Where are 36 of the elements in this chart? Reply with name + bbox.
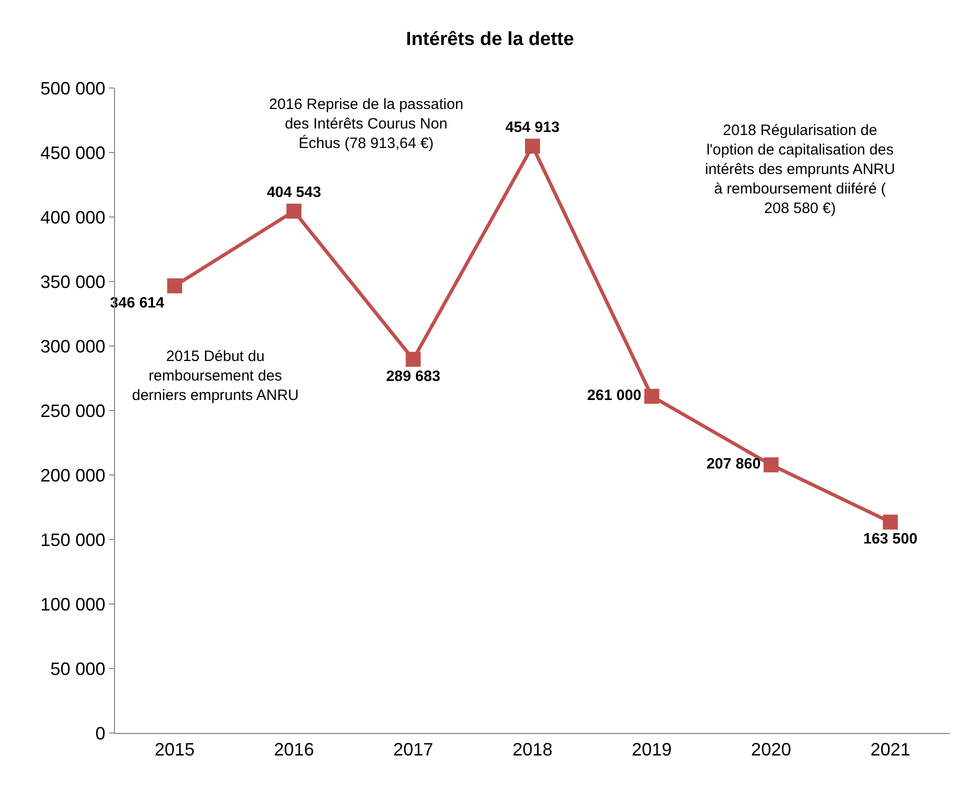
- point: [167, 278, 182, 294]
- data-label: 261 000: [587, 387, 642, 404]
- y-tick-label: 100 000: [40, 594, 106, 614]
- y-tick-label: 300 000: [40, 336, 106, 356]
- x-tick-label: 2020: [751, 740, 792, 760]
- x-tick-label: 2015: [154, 740, 195, 760]
- y-tick-label: 0: [95, 723, 106, 744]
- annotation: 2016 Reprise de la passation des Intérêts Courus Non Échus (78 913,64 €): [269, 96, 464, 152]
- chart-title: Intérêts de la dette: [406, 28, 574, 50]
- point: [406, 352, 421, 367]
- y-tick-label: 50 000: [50, 658, 106, 679]
- x-tick-label: 2018: [512, 740, 553, 760]
- x-tick-label: 2021: [870, 740, 910, 760]
- y-tick-label: 350 000: [40, 272, 106, 292]
- x-tick-label: 2016: [274, 740, 314, 760]
- y-tick-label: 500 000: [40, 78, 106, 98]
- data-label: 289 683: [386, 368, 440, 385]
- x-tick-label: 2017: [393, 740, 434, 760]
- data-label: 454 913: [505, 119, 560, 136]
- data-label: 346 614: [110, 294, 165, 312]
- point: [882, 514, 898, 530]
- point: [764, 457, 779, 472]
- x-tick-label: 2019: [632, 740, 672, 760]
- data-label: 207 860: [706, 456, 761, 473]
- y-tick-label: 150 000: [40, 530, 106, 550]
- point: [286, 204, 302, 219]
- y-tick-label: 200 000: [40, 465, 106, 486]
- data-label: 163 500: [863, 530, 918, 548]
- annotation: 2015 Début du remboursement des derniers emprunts ANRU: [132, 348, 299, 404]
- annotation: 2018 Régularisation de l'option de capitalisation des intérêts des emprunts ANRU à remboursement diiféré ( 208 580 €): [705, 122, 896, 217]
- y-tick-label: 400 000: [40, 207, 106, 228]
- point: [644, 388, 660, 404]
- point: [525, 138, 540, 154]
- y-tick-label: 250 000: [40, 400, 106, 421]
- y-tick-label: 450 000: [40, 142, 106, 163]
- data-label: 404 543: [266, 184, 322, 202]
